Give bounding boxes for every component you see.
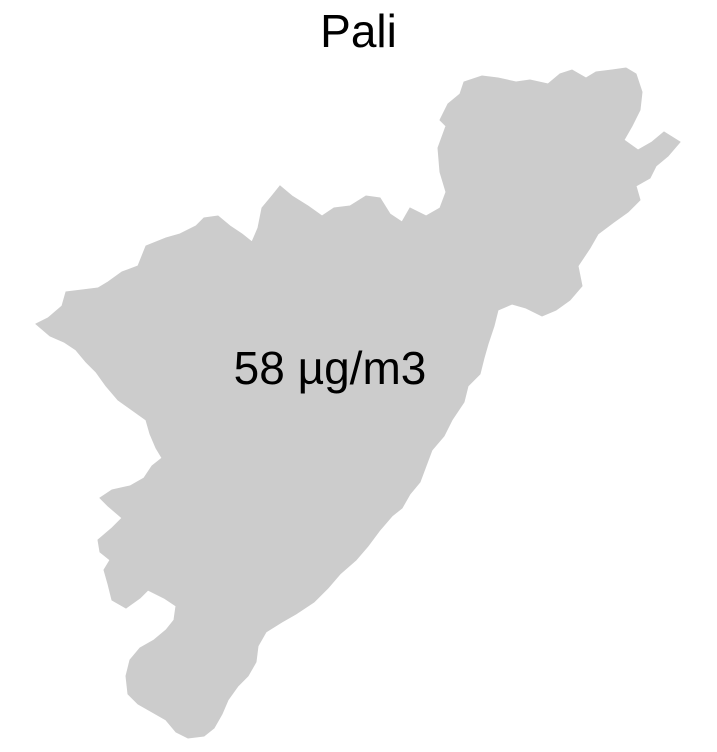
map-title: Pali <box>320 5 397 57</box>
region-value-label: 58 µg/m3 <box>233 342 427 394</box>
pali-district-region <box>35 67 681 739</box>
